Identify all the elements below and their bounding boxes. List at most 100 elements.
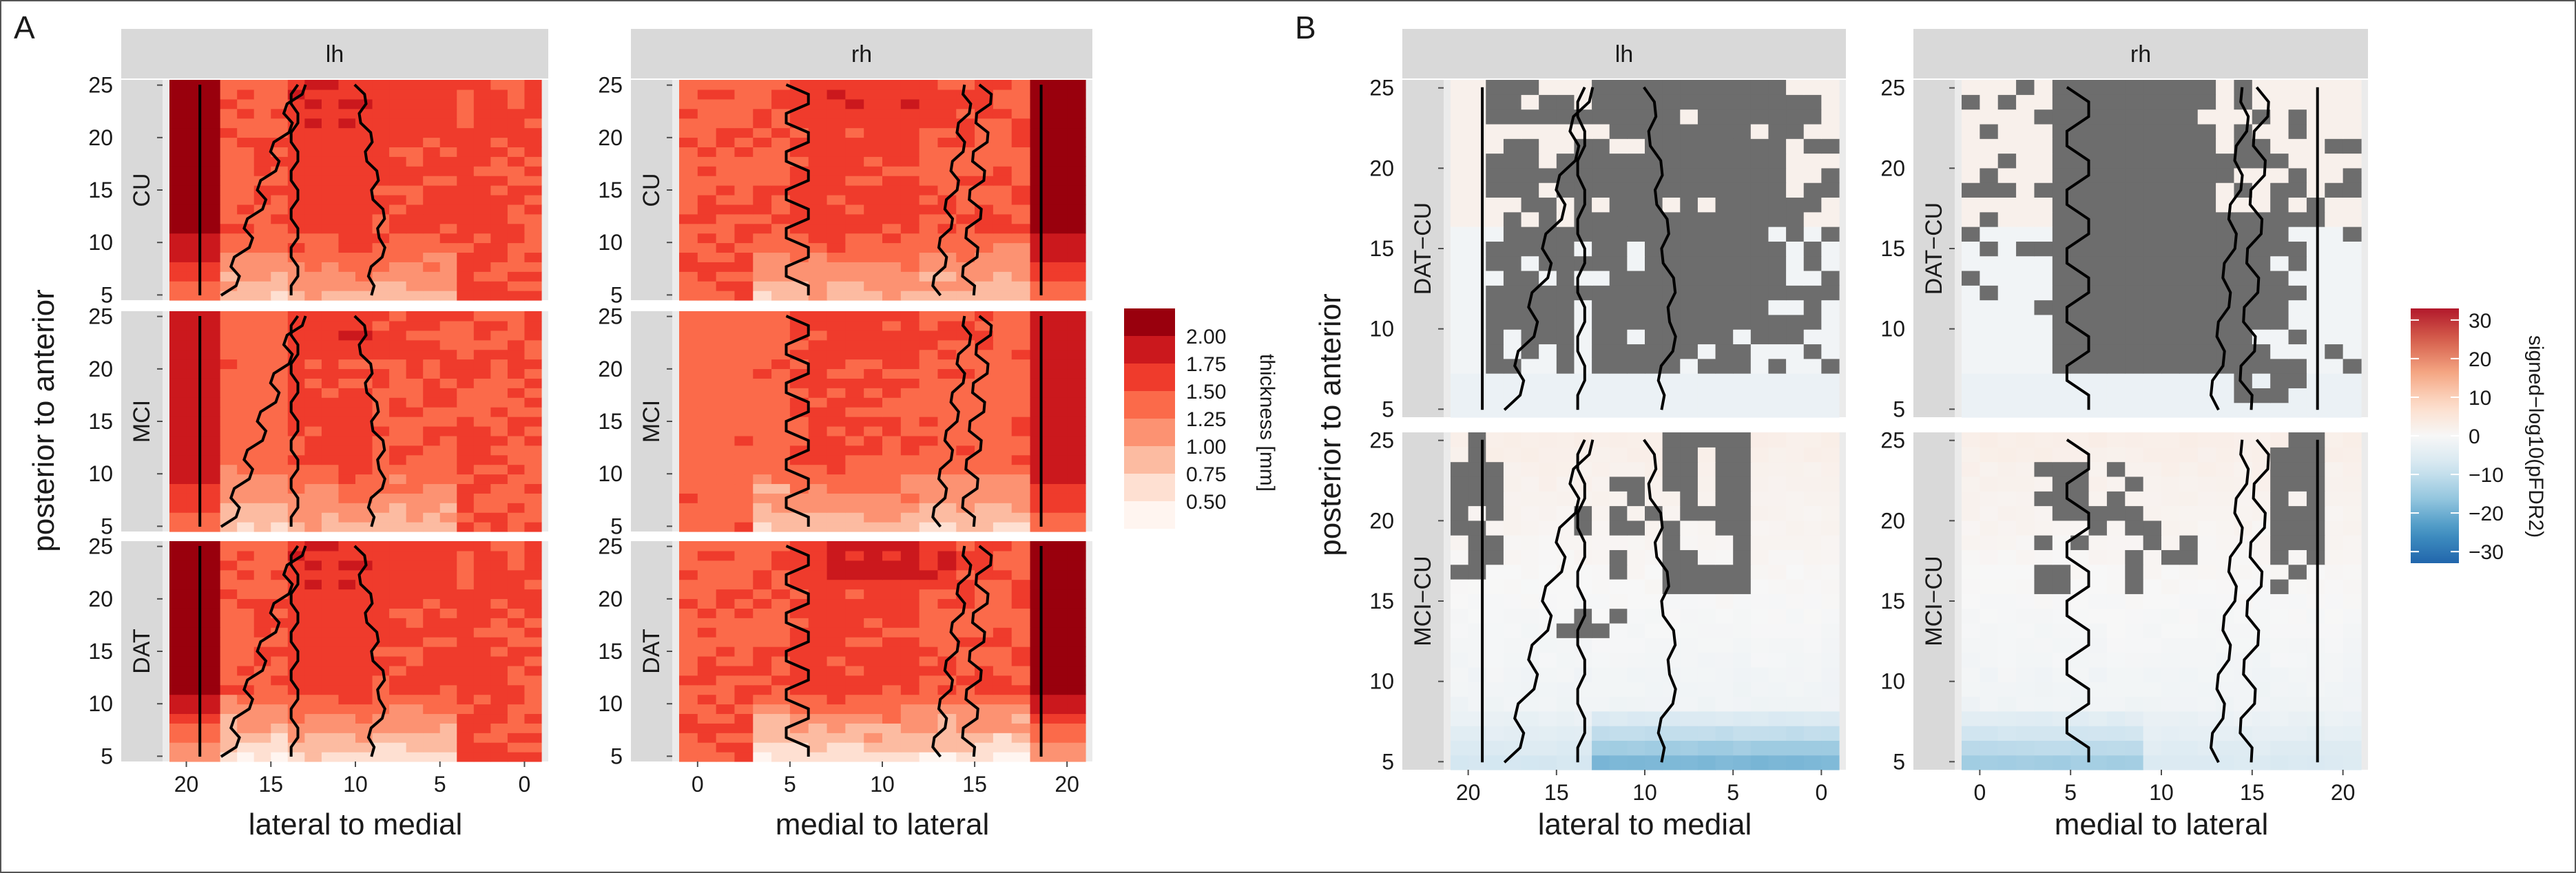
heatmap-tile xyxy=(1011,445,1031,456)
heatmap-tile xyxy=(993,541,1012,551)
heatmap-tile xyxy=(2088,622,2108,638)
heatmap-tile xyxy=(882,359,902,370)
heatmap-tile xyxy=(679,694,698,705)
heatmap-tile xyxy=(423,89,441,100)
heatmap-tile xyxy=(1733,314,1752,330)
heatmap-tile xyxy=(1627,241,1645,257)
heatmap-tile xyxy=(827,675,846,686)
heatmap-tile xyxy=(827,627,846,638)
heatmap-tile xyxy=(338,742,356,753)
heatmap-tile xyxy=(2088,726,2108,741)
heatmap-tile xyxy=(697,330,717,341)
heatmap-tile xyxy=(697,589,717,600)
heatmap-tile xyxy=(1980,80,1999,95)
heatmap-tile xyxy=(1803,505,1822,521)
heatmap-tile xyxy=(304,108,322,119)
heatmap-tile xyxy=(389,694,407,705)
heatmap-tile xyxy=(220,127,238,138)
heatmap-tile xyxy=(237,359,255,370)
heatmap-tile xyxy=(956,665,975,676)
heatmap-tile xyxy=(2197,227,2216,242)
heatmap-tiles-lh-1 xyxy=(1451,432,1840,770)
heatmap-tile xyxy=(1011,464,1031,475)
heatmap-tile xyxy=(900,704,920,715)
heatmap-tile xyxy=(1821,564,1840,580)
heatmap-tile xyxy=(1486,285,1504,301)
heatmap-tile xyxy=(203,569,221,580)
heatmap-tile xyxy=(1980,123,1999,139)
heatmap-tile xyxy=(1962,123,1980,139)
heatmap-tile xyxy=(1997,755,2017,770)
heatmap-tile xyxy=(808,474,828,485)
region-boundary-line xyxy=(1503,87,1595,411)
heatmap-tile xyxy=(2288,182,2307,198)
heatmap-tile xyxy=(827,589,846,600)
heatmap-tile xyxy=(1680,740,1699,756)
heatmap-tile xyxy=(490,493,508,503)
heatmap-tile xyxy=(1662,358,1681,374)
heatmap-tile xyxy=(2106,285,2126,301)
heatmap-tile xyxy=(1627,491,1645,507)
heatmap-tile xyxy=(1645,299,1663,315)
heatmap-tile xyxy=(864,733,883,743)
heatmap-tile xyxy=(2106,388,2126,403)
heatmap-tile xyxy=(253,233,271,244)
heatmap-tile xyxy=(864,378,883,388)
heatmap-tile xyxy=(423,637,441,647)
heatmap-tile xyxy=(1486,564,1504,580)
heatmap-tile xyxy=(1451,476,1469,492)
heatmap-tile xyxy=(406,147,424,157)
heatmap-tile xyxy=(1680,109,1699,125)
heatmap-tile xyxy=(1539,388,1557,403)
heatmap-tile xyxy=(1627,138,1645,154)
heatmap-tile xyxy=(2125,740,2144,756)
heatmap-tile xyxy=(1451,622,1469,638)
heatmap-tile xyxy=(1997,373,2017,388)
heatmap-tile xyxy=(2288,622,2307,638)
heatmap-tile xyxy=(457,271,475,282)
heatmap-tile xyxy=(169,330,187,341)
heatmap-tile xyxy=(2034,197,2053,213)
heatmap-tile xyxy=(882,349,902,360)
heatmap-tile xyxy=(2343,373,2362,388)
heatmap-tile xyxy=(845,320,864,331)
heatmap-tile xyxy=(372,694,390,705)
heatmap-tile xyxy=(2034,314,2053,330)
heatmap-tile xyxy=(406,541,424,551)
heatmap-tile xyxy=(237,137,255,147)
heatmap-tile xyxy=(2106,182,2126,198)
heatmap-tile xyxy=(900,137,920,147)
heatmap-tile xyxy=(1980,652,1999,668)
heatmap-tile xyxy=(1786,388,1805,403)
heatmap-tile xyxy=(864,723,883,733)
heatmap-tile xyxy=(697,579,717,590)
heatmap-tile xyxy=(2343,666,2362,682)
heatmap-tile xyxy=(1539,227,1557,242)
heatmap-tile xyxy=(2270,329,2289,345)
heatmap-tile xyxy=(1048,80,1068,90)
heatmap-tile xyxy=(203,646,221,657)
heatmap-tile xyxy=(457,204,475,215)
heatmap-tile xyxy=(1803,373,1822,388)
heatmap-tile xyxy=(1451,447,1469,463)
heatmap-tile xyxy=(169,252,187,262)
region-boundary-line xyxy=(289,315,300,527)
heatmap-tile xyxy=(1030,483,1049,494)
heatmap-tile xyxy=(975,194,994,205)
heatmap-tile xyxy=(304,311,322,322)
heatmap-tile xyxy=(507,493,526,503)
heatmap-tile xyxy=(473,435,491,446)
heatmap-tile xyxy=(771,397,791,408)
heatmap-tile xyxy=(864,454,883,465)
heatmap-tile xyxy=(203,694,221,705)
heatmap-tile xyxy=(423,127,441,138)
heatmap-tile xyxy=(490,417,508,427)
heatmap-tile xyxy=(355,137,373,147)
heatmap-tile xyxy=(919,694,939,705)
heatmap-tile xyxy=(1030,98,1049,109)
heatmap-tile xyxy=(845,397,864,408)
heatmap-tile xyxy=(2270,358,2289,374)
heatmap-tile xyxy=(2179,123,2199,139)
heatmap-tile xyxy=(304,646,322,657)
y-tick-label: 10 xyxy=(598,691,623,716)
